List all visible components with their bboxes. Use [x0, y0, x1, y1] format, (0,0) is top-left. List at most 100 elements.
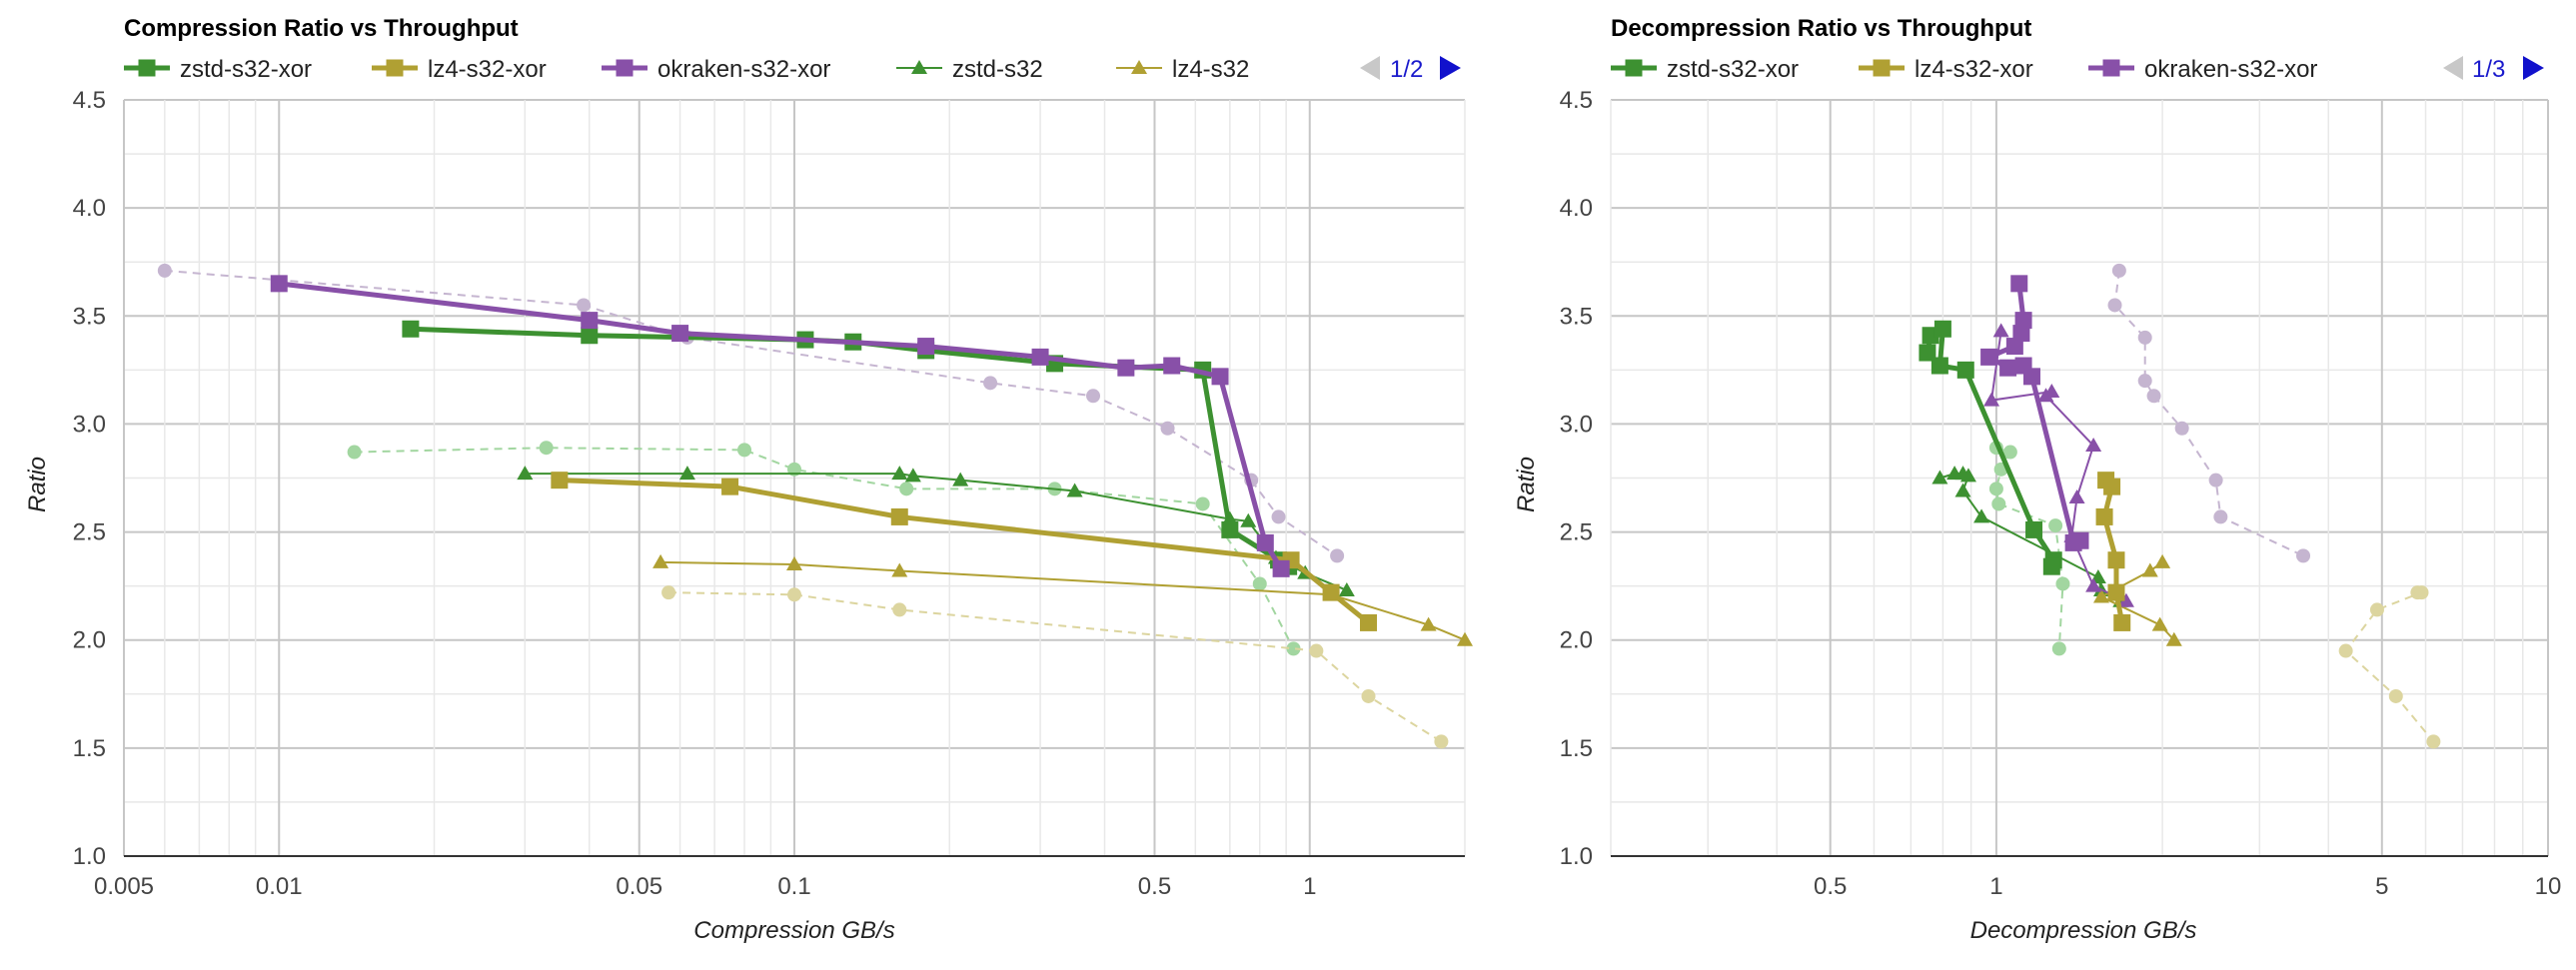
data-point — [787, 587, 801, 602]
data-point — [2042, 557, 2060, 575]
data-point — [890, 507, 908, 525]
data-point — [2388, 688, 2403, 703]
data-point — [2068, 488, 2085, 503]
x-tick-label: 0.005 — [94, 873, 154, 900]
legend-item[interactable]: zstd-s32-xor — [1611, 56, 1799, 83]
y-tick-label: 3.5 — [73, 303, 106, 330]
data-point — [581, 312, 599, 330]
legend-item[interactable]: zstd-s32 — [896, 56, 1043, 83]
y-tick-label: 4.0 — [1560, 195, 1593, 222]
chart-title: Compression Ratio vs Throughput — [124, 15, 519, 42]
data-point — [2002, 445, 2017, 460]
legend-pager: 1/2 — [1360, 56, 1461, 83]
legend-item[interactable]: lz4-s32-xor — [1859, 56, 2033, 83]
prev-page-icon[interactable] — [1360, 56, 1380, 80]
y-tick-label: 2.0 — [1560, 627, 1593, 654]
y-tick-label: 1.5 — [1560, 735, 1593, 762]
series-line — [354, 447, 1295, 649]
legend-marker — [386, 59, 404, 77]
x-tick-label: 0.1 — [777, 873, 810, 900]
legend-label: okraken-s32-xor — [2144, 56, 2317, 83]
data-point — [2296, 548, 2311, 563]
data-point — [892, 602, 907, 617]
data-point — [917, 338, 935, 356]
legend-item[interactable]: zstd-s32-xor — [124, 56, 312, 83]
y-tick-label: 3.0 — [73, 411, 106, 438]
legend-page-indicator: 1/3 — [2472, 56, 2505, 83]
legend: zstd-s32-xor lz4-s32-xor okraken-s32-xor zs… — [124, 56, 1249, 83]
y-tick-label: 2.5 — [1560, 519, 1593, 546]
y-tick-label: 2.5 — [73, 519, 106, 546]
data-point — [652, 553, 669, 568]
series-line — [660, 560, 1466, 641]
data-point — [1919, 344, 1936, 362]
legend-pager: 1/3 — [2443, 56, 2544, 83]
data-point — [1420, 616, 1437, 631]
data-point — [2095, 507, 2113, 525]
data-point — [2137, 330, 2152, 345]
legend-item[interactable]: lz4-s32 — [1116, 56, 1249, 83]
series-lz4-s32-xor — [2095, 472, 2131, 631]
data-point — [577, 298, 592, 313]
y-axis-label: Ratio — [24, 457, 51, 512]
compression-chart: Compression Ratio vs Throughput zstd-s32… — [24, 15, 1473, 944]
data-point — [539, 441, 554, 456]
data-point — [661, 585, 676, 600]
data-point — [2025, 520, 2043, 538]
data-point — [2107, 583, 2125, 601]
x-tick-label: 0.5 — [1138, 873, 1171, 900]
legend-label: zstd-s32 — [952, 56, 1043, 83]
data-point — [2055, 576, 2070, 591]
data-point — [2165, 631, 2182, 646]
y-tick-label: 1.5 — [73, 735, 106, 762]
y-tick-label: 1.0 — [1560, 843, 1593, 870]
next-page-icon[interactable] — [1440, 56, 1461, 80]
y-tick-label: 4.5 — [73, 87, 106, 114]
legend-item[interactable]: lz4-s32-xor — [372, 56, 547, 83]
data-point — [2012, 325, 2030, 343]
data-point — [1999, 359, 2017, 377]
series-line — [278, 281, 1284, 570]
data-point — [2071, 531, 2089, 549]
data-point — [1309, 643, 1324, 658]
data-point — [1272, 559, 1290, 577]
data-point — [1163, 357, 1181, 375]
data-point — [1457, 631, 1473, 646]
data-point — [1434, 734, 1449, 749]
data-point — [1211, 368, 1229, 386]
data-point — [2048, 518, 2063, 533]
data-point — [1980, 348, 1998, 366]
data-point — [891, 466, 908, 481]
data-point — [1271, 509, 1286, 524]
legend-label: lz4-s32 — [1172, 56, 1249, 83]
data-point — [1252, 576, 1267, 591]
data-point — [1360, 613, 1378, 631]
next-page-icon[interactable] — [2523, 56, 2544, 80]
legend: zstd-s32-xor lz4-s32-xor okraken-s32-xor — [1611, 56, 2317, 83]
legend-marker — [911, 60, 927, 74]
data-point — [1221, 520, 1239, 538]
data-point — [1992, 323, 2009, 338]
series-faded-6 — [2107, 263, 2311, 563]
series-lz4-s32 — [2092, 553, 2182, 646]
data-point — [2151, 616, 2168, 631]
data-point — [2154, 553, 2171, 568]
series-okraken-s32-xor — [270, 275, 1290, 577]
prev-page-icon[interactable] — [2443, 56, 2463, 80]
data-point — [2014, 312, 2032, 330]
legend-page-indicator: 1/2 — [1390, 56, 1423, 83]
data-point — [1256, 533, 1274, 551]
data-point — [891, 562, 908, 577]
legend-item[interactable]: okraken-s32-xor — [2088, 56, 2317, 83]
data-point — [1240, 512, 1257, 527]
series-faded-8 — [2338, 585, 2441, 749]
data-point — [2426, 734, 2441, 749]
y-tick-label: 4.0 — [73, 195, 106, 222]
x-tick-label: 0.5 — [1814, 873, 1847, 900]
legend-item[interactable]: okraken-s32-xor — [602, 56, 830, 83]
data-point — [2137, 374, 2152, 389]
data-point — [2146, 389, 2161, 404]
data-point — [721, 478, 739, 495]
series-okraken-s32-xor — [1980, 275, 2089, 551]
x-tick-label: 1 — [1989, 873, 2002, 900]
